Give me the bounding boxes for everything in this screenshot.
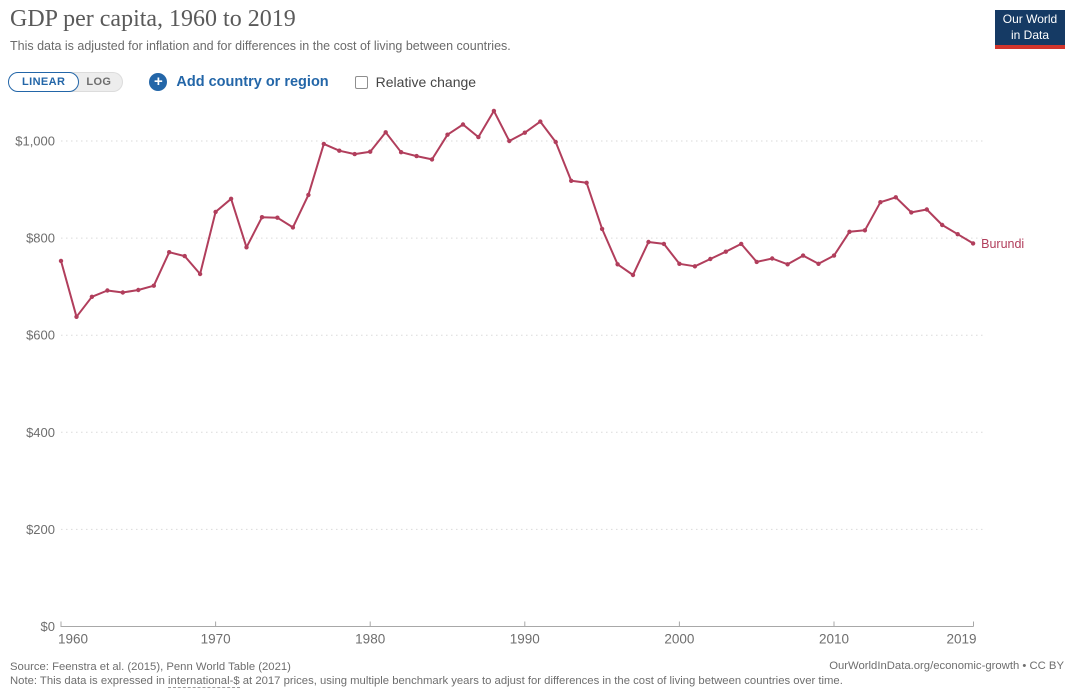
data-point bbox=[120, 290, 126, 295]
page-subtitle: This data is adjusted for inflation and … bbox=[10, 39, 511, 53]
data-point bbox=[970, 241, 976, 246]
data-point bbox=[955, 232, 960, 237]
data-point bbox=[924, 207, 929, 212]
y-axis-tick-label: $200 bbox=[26, 522, 55, 537]
data-point bbox=[213, 209, 218, 215]
note-line: Note: This data is expressed in internat… bbox=[10, 675, 843, 689]
data-point bbox=[770, 256, 775, 261]
data-point bbox=[522, 130, 527, 135]
data-point bbox=[615, 262, 620, 267]
data-point bbox=[599, 226, 605, 232]
data-point bbox=[816, 261, 821, 266]
data-point bbox=[754, 259, 759, 265]
chart-footer: Source: Feenstra et al. (2015), Penn Wor… bbox=[10, 660, 843, 689]
data-point bbox=[584, 180, 589, 185]
data-point bbox=[646, 239, 651, 245]
relative-change-toggle[interactable]: Relative change bbox=[354, 74, 477, 90]
y-axis-tick-label: $0 bbox=[41, 619, 55, 634]
data-point bbox=[630, 272, 636, 278]
data-point bbox=[940, 222, 945, 228]
data-point bbox=[197, 271, 203, 277]
data-point bbox=[445, 132, 450, 137]
relative-change-checkbox[interactable] bbox=[354, 75, 368, 89]
data-point bbox=[692, 264, 698, 269]
add-country-label: Add country or region bbox=[176, 74, 329, 90]
y-axis-tick-label: $400 bbox=[26, 425, 55, 440]
data-point bbox=[414, 153, 419, 159]
relative-change-label: Relative change bbox=[375, 74, 477, 90]
data-point bbox=[785, 262, 790, 267]
data-point bbox=[89, 294, 95, 299]
data-point bbox=[306, 192, 311, 198]
chart-controls: LINEAR LOG + Add country or region Relat… bbox=[8, 72, 476, 92]
data-point bbox=[74, 314, 79, 319]
x-axis-tick-label: 1980 bbox=[355, 632, 385, 647]
x-axis-tick-label: 1990 bbox=[510, 632, 540, 647]
data-point bbox=[383, 130, 388, 135]
data-point bbox=[553, 139, 558, 145]
data-point bbox=[677, 261, 682, 266]
y-axis-tick-label: $600 bbox=[26, 328, 55, 343]
data-point bbox=[507, 138, 512, 144]
data-point bbox=[182, 253, 187, 259]
y-axis-tick-label: $1,000 bbox=[15, 134, 55, 149]
x-axis-tick-label: 2019 bbox=[946, 632, 976, 647]
data-point bbox=[893, 195, 898, 200]
data-point bbox=[167, 250, 172, 255]
owid-logo-line2: in Data bbox=[1010, 27, 1050, 42]
data-point bbox=[275, 215, 280, 220]
data-point bbox=[290, 225, 296, 230]
data-point bbox=[661, 241, 667, 247]
data-point bbox=[151, 283, 156, 288]
x-axis-tick-label: 1960 bbox=[58, 632, 88, 647]
data-point bbox=[136, 287, 141, 293]
data-point bbox=[58, 258, 64, 264]
data-point bbox=[491, 108, 497, 114]
data-point bbox=[429, 157, 435, 162]
owid-logo-line1: Our World bbox=[1002, 12, 1058, 26]
data-point bbox=[321, 141, 326, 147]
data-point bbox=[878, 200, 883, 205]
data-point bbox=[800, 253, 806, 258]
data-point bbox=[909, 210, 914, 215]
footer-attribution: OurWorldInData.org/economic-growth • CC … bbox=[829, 660, 1064, 672]
burundi-series-line bbox=[60, 109, 975, 318]
data-point bbox=[708, 256, 713, 262]
data-point bbox=[476, 134, 481, 140]
plus-icon: + bbox=[149, 73, 168, 91]
source-line: Source: Feenstra et al. (2015), Penn Wor… bbox=[10, 661, 291, 673]
y-axis-tick-label: $800 bbox=[26, 231, 55, 246]
add-country-button[interactable]: + Add country or region bbox=[149, 73, 329, 91]
data-point bbox=[723, 249, 728, 254]
data-point bbox=[739, 241, 744, 247]
data-point bbox=[847, 229, 852, 234]
x-axis-tick-label: 1970 bbox=[201, 632, 231, 647]
scale-toggle: LINEAR LOG bbox=[8, 72, 124, 92]
data-point bbox=[460, 122, 466, 127]
log-scale-button[interactable]: LOG bbox=[69, 72, 124, 92]
data-point bbox=[862, 228, 868, 233]
data-point bbox=[398, 150, 404, 155]
page-title: GDP per capita, 1960 to 2019 bbox=[10, 6, 296, 32]
x-axis-tick-label: 2010 bbox=[819, 632, 849, 647]
data-point bbox=[538, 119, 543, 124]
data-point bbox=[569, 178, 574, 183]
data-point bbox=[368, 149, 373, 154]
data-point bbox=[259, 215, 265, 220]
series-end-label: Burundi bbox=[981, 237, 1024, 251]
linear-scale-button[interactable]: LINEAR bbox=[8, 72, 80, 92]
international-dollar-link[interactable]: international-$ bbox=[168, 675, 240, 689]
line-chart: $0 $200 $400 $600 $800 $1,000 1960 1970 1980 1990… bbox=[15, 108, 1024, 647]
data-point bbox=[831, 253, 837, 258]
data-point bbox=[352, 151, 357, 157]
data-point bbox=[228, 196, 234, 201]
data-point bbox=[244, 245, 249, 250]
x-axis-tick-label: 2000 bbox=[664, 632, 694, 647]
data-point bbox=[337, 148, 342, 153]
data-point bbox=[105, 288, 110, 293]
owid-logo[interactable]: Our World in Data bbox=[995, 10, 1065, 49]
